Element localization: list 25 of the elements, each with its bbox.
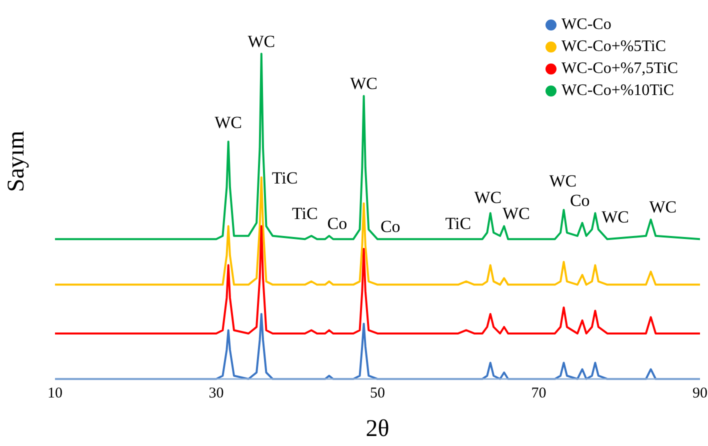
x-tick-label: 30	[208, 386, 224, 402]
y-axis-title: Sayım	[4, 130, 30, 192]
text: WC	[248, 32, 276, 51]
annotation: WC	[214, 113, 242, 132]
annotation: WC	[649, 198, 677, 217]
annotation: Co	[570, 191, 590, 210]
annotation: TiC	[272, 168, 298, 188]
legend-label: WC-Co+%10TiC	[562, 81, 674, 101]
annotation: TiC	[292, 204, 318, 224]
annotation: WC	[474, 188, 502, 207]
x-tick-label: 10	[48, 386, 62, 402]
x-tick-label: 70	[531, 386, 546, 402]
annotation: WC	[350, 74, 378, 94]
x-tick-label: 50	[370, 386, 385, 402]
x-axis-title: 2θ	[366, 416, 390, 442]
annotation: WC	[602, 207, 630, 226]
annotation: Co	[380, 217, 400, 236]
annotation: WC	[549, 172, 577, 191]
annotation: WC	[502, 204, 530, 224]
legend-label: WC-Co	[562, 15, 612, 35]
legend-label: WC-Co+%7,5TiC	[562, 59, 678, 79]
x-tick-label: 90	[692, 386, 708, 402]
annotation: Co	[327, 214, 348, 233]
legend-label: WC-Co+%5TiC	[562, 37, 666, 57]
annotation: TiC	[445, 214, 472, 233]
